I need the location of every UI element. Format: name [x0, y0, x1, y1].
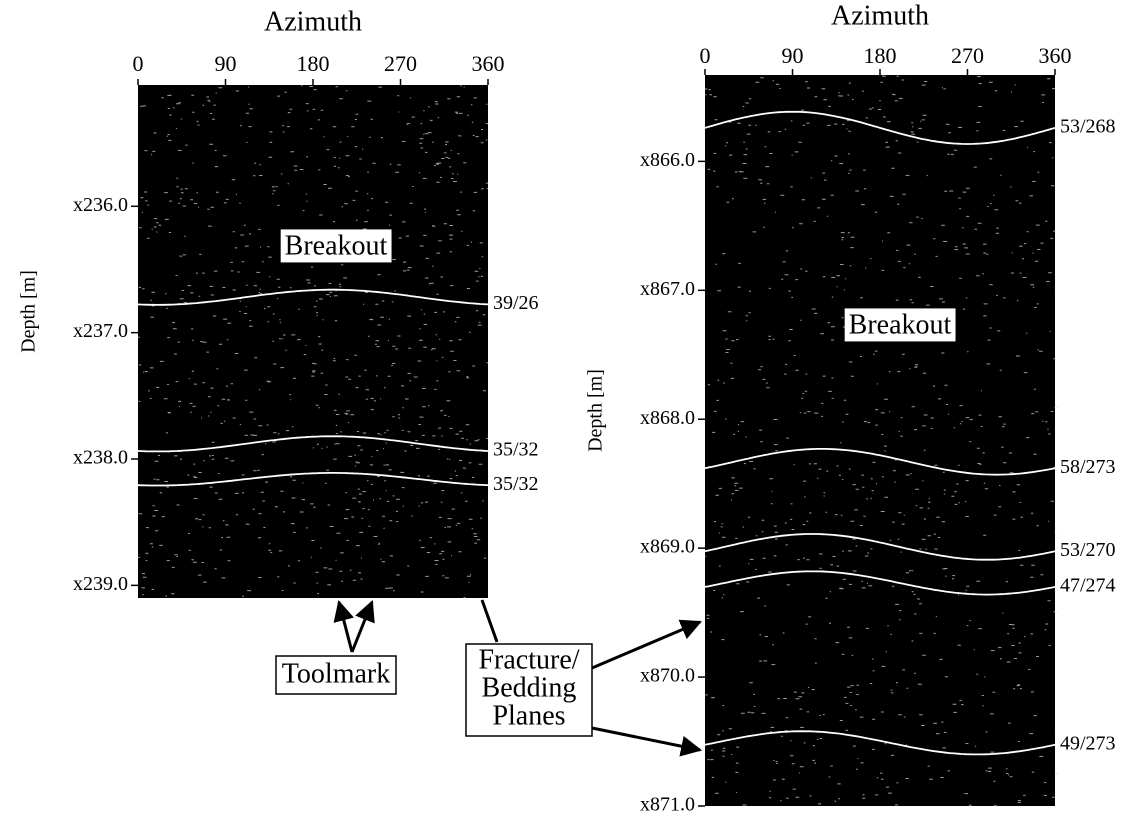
x-tick-label: 360: [1039, 43, 1072, 68]
sinusoid-label: 39/26: [493, 292, 539, 314]
image-log-panel: Azimuth 0 90 180 270 360 x866.0 x867.0 x868.0 x86…: [585, 0, 1116, 815]
y-tick-label: x239.0: [73, 573, 128, 595]
arrow: [339, 602, 352, 652]
toolmark-annotation: Toolmark: [276, 602, 396, 694]
toolmark-label: Toolmark: [282, 658, 390, 689]
x-tick-label: 360: [472, 51, 505, 76]
sinusoid-label: 53/268: [1060, 115, 1116, 137]
arrow: [352, 602, 372, 652]
y-axis-label: Depth [m]: [585, 369, 607, 452]
y-tick-label: x238.0: [73, 447, 128, 469]
fracture-label: Bedding: [482, 672, 577, 703]
x-tick-label: 180: [864, 43, 897, 68]
y-tick-label: x868.0: [640, 407, 695, 429]
sinusoid-label: 58/273: [1060, 456, 1116, 478]
image-log: [138, 85, 488, 598]
y-tick-label: x869.0: [640, 536, 695, 558]
arrow: [592, 728, 700, 750]
x-tick-label: 270: [951, 43, 984, 68]
image-log-panel: Azimuth 0 90 180 270 360 x236.0 x237.0 x238.0 x23…: [18, 6, 539, 598]
x-tick-label: 270: [384, 51, 417, 76]
arrow: [482, 600, 497, 642]
sinusoid-label: 53/270: [1060, 539, 1116, 561]
x-tick-label: 0: [700, 43, 711, 68]
y-tick-label: x236.0: [73, 194, 128, 216]
sinusoid-label: 49/273: [1060, 732, 1116, 754]
sinusoid-label: 35/32: [493, 473, 539, 495]
breakout-label: Breakout: [285, 230, 388, 261]
x-tick-label: 0: [133, 51, 144, 76]
axis-title: Azimuth: [264, 6, 362, 37]
y-tick-label: x866.0: [640, 149, 695, 171]
y-axis-label: Depth [m]: [18, 270, 40, 353]
fracture-label: Fracture/: [478, 644, 579, 675]
y-tick-label: x871.0: [640, 794, 695, 815]
y-tick-label: x237.0: [73, 320, 128, 342]
x-tick-label: 90: [215, 51, 237, 76]
y-tick-label: x870.0: [640, 665, 695, 687]
sinusoid-label: 47/274: [1060, 575, 1116, 597]
axis-title: Azimuth: [831, 0, 929, 31]
arrow: [592, 622, 700, 668]
sinusoid-label: 35/32: [493, 439, 539, 461]
fracture-label: Planes: [492, 700, 565, 731]
x-tick-label: 180: [297, 51, 330, 76]
x-tick-label: 90: [782, 43, 804, 68]
breakout-label: Breakout: [849, 309, 952, 340]
y-tick-label: x867.0: [640, 278, 695, 300]
figure: Azimuth 0 90 180 270 360 x236.0 x237.0 x238.0 x23…: [0, 0, 1133, 815]
image-log: [705, 75, 1055, 806]
